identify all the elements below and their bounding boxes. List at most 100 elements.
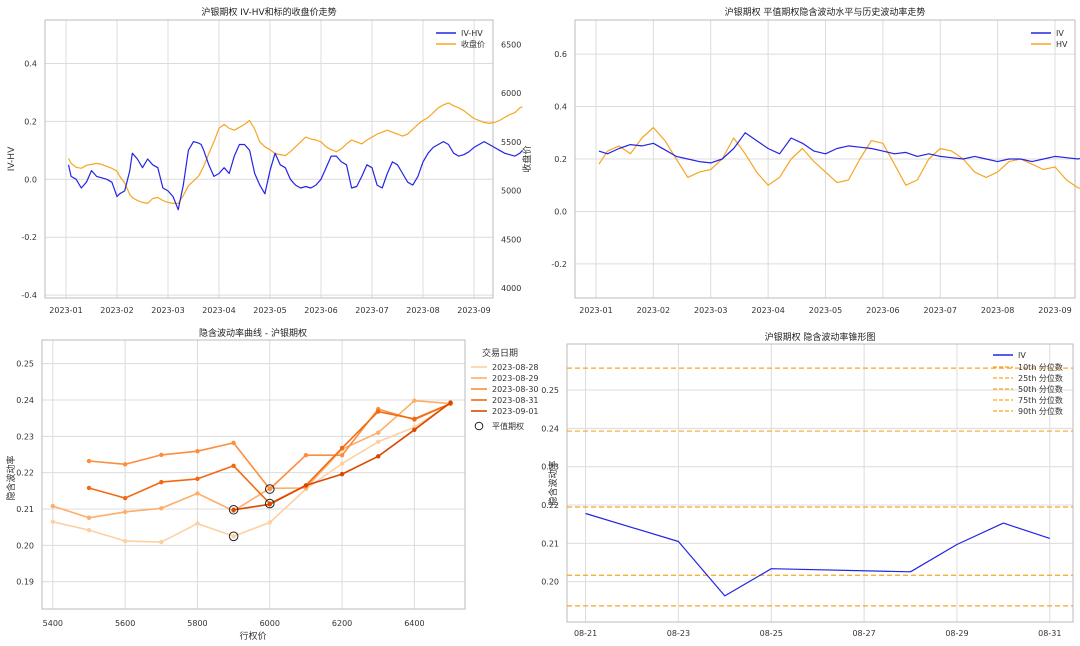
- legend-atm-marker: [474, 421, 484, 431]
- x-tick-label: 2023-04: [202, 306, 235, 315]
- series-marker: [376, 409, 381, 414]
- y-tick-label: 0.22: [16, 469, 34, 478]
- series-marker: [376, 454, 381, 459]
- y2-tick-label: 4000: [501, 284, 521, 293]
- y-tick-label: 0.24: [16, 396, 34, 405]
- y2-tick-label: 6000: [501, 89, 521, 98]
- y-tick-label: 0.25: [16, 360, 34, 369]
- x-tick-label: 2023-04: [751, 306, 784, 315]
- y-axis-label: 隐含波动率: [547, 460, 559, 505]
- x-tick-label: 2023-05: [253, 306, 286, 315]
- series-marker: [267, 520, 272, 525]
- y2-tick-label: 6500: [501, 40, 521, 49]
- y-tick-label: 0.20: [16, 541, 34, 550]
- x-tick-label: 2023-03: [151, 306, 184, 315]
- y-tick-label: 0.25: [541, 386, 559, 395]
- series-marker: [195, 491, 200, 496]
- series-marker: [412, 398, 417, 403]
- x-tick-label: 2023-08: [406, 306, 439, 315]
- series-marker: [195, 476, 200, 482]
- legend-label: IV-HV: [461, 29, 483, 38]
- series-marker: [231, 507, 236, 512]
- chart-title: 沪银期权 IV-HV和标的收盘价走势: [201, 6, 336, 18]
- series-marker: [412, 416, 417, 422]
- series-marker: [412, 427, 417, 432]
- atm-marker: [264, 498, 275, 509]
- y-tick-label: 0.22: [541, 501, 559, 510]
- series-marker: [122, 462, 128, 467]
- y-tick-label: 0.24: [541, 424, 559, 433]
- legend-label: 75th 分位数: [1018, 395, 1063, 405]
- series-line: [52, 399, 451, 519]
- x-tick-label: 08-29: [945, 629, 968, 638]
- y-tick-label: 0.6: [554, 50, 567, 59]
- legend-label: 10th 分位数: [1018, 362, 1063, 372]
- x-tick-label: 08-21: [574, 629, 597, 638]
- x-tick-label: 2023-02: [637, 306, 670, 315]
- legend-label: 25th 分位数: [1018, 373, 1063, 383]
- series-line: [52, 402, 451, 543]
- series-line: [585, 512, 1050, 597]
- legend-label: IV: [1018, 351, 1026, 360]
- x-axis-label: 行权价: [239, 630, 266, 642]
- series-marker: [159, 479, 164, 485]
- y2-axis-label: 收盘价: [521, 145, 533, 172]
- y-tick-label: -0.2: [21, 233, 37, 242]
- x-tick-label: 08-23: [667, 629, 690, 638]
- y-tick-label: 0.0: [24, 175, 37, 184]
- y-tick-label: 0.20: [541, 578, 559, 587]
- atm-marker: [264, 484, 275, 494]
- series-marker: [86, 527, 92, 533]
- legend-label: 2023-08-29: [492, 374, 539, 383]
- x-tick-label: 2023-02: [100, 306, 133, 315]
- series-marker: [159, 539, 164, 545]
- y-axis-label: 隐含波动率: [5, 455, 17, 500]
- series-marker: [86, 458, 92, 464]
- y2-tick-label: 5000: [501, 187, 521, 196]
- series-marker: [339, 471, 345, 477]
- x-tick-label: 6200: [332, 619, 352, 628]
- plot-frame: [44, 19, 494, 299]
- series-marker: [86, 515, 92, 520]
- y-tick-label: 0.2: [24, 117, 37, 126]
- x-tick-label: 5400: [43, 619, 63, 628]
- series-marker: [122, 509, 128, 515]
- x-tick-label: 5600: [115, 619, 135, 628]
- x-tick-label: 6000: [260, 619, 280, 628]
- atm-marker: [228, 531, 239, 542]
- chart-title: 沪银期权 隐含波动率锥形图: [765, 331, 876, 343]
- atm-marker: [228, 504, 239, 515]
- series-line: [598, 132, 1080, 164]
- series-marker: [159, 506, 164, 511]
- series-marker: [231, 463, 236, 468]
- x-tick-label: 2023-03: [694, 306, 727, 315]
- series-marker: [448, 400, 453, 405]
- series-marker: [303, 453, 309, 458]
- series-marker: [303, 483, 309, 488]
- legend-title: 交易日期: [482, 347, 518, 359]
- series-marker: [50, 503, 56, 509]
- series-marker: [195, 449, 200, 454]
- legend-label: 收盘价: [461, 39, 485, 49]
- x-tick-label: 2023-06: [304, 306, 337, 315]
- legend-label: IV: [1056, 29, 1064, 38]
- series-marker: [86, 485, 92, 491]
- x-tick-label: 2023-05: [809, 306, 842, 315]
- series-line: [67, 141, 523, 211]
- x-tick-label: 2023-06: [866, 306, 899, 315]
- x-tick-label: 2023-09: [457, 306, 490, 315]
- series-marker: [122, 495, 128, 501]
- series-marker: [339, 445, 345, 451]
- x-tick-label: 08-27: [852, 629, 875, 638]
- series-marker: [376, 430, 381, 435]
- y-tick-label: 0.2: [554, 155, 567, 164]
- series-marker: [339, 461, 345, 466]
- series-marker: [50, 519, 56, 524]
- x-tick-label: 2023-09: [1038, 306, 1071, 315]
- legend-label: 平值期权: [492, 421, 524, 431]
- series-marker: [376, 439, 381, 444]
- legend-label: 50th 分位数: [1018, 384, 1063, 394]
- x-tick-label: 2023-08: [981, 306, 1014, 315]
- legend-label: 2023-08-28: [492, 363, 539, 372]
